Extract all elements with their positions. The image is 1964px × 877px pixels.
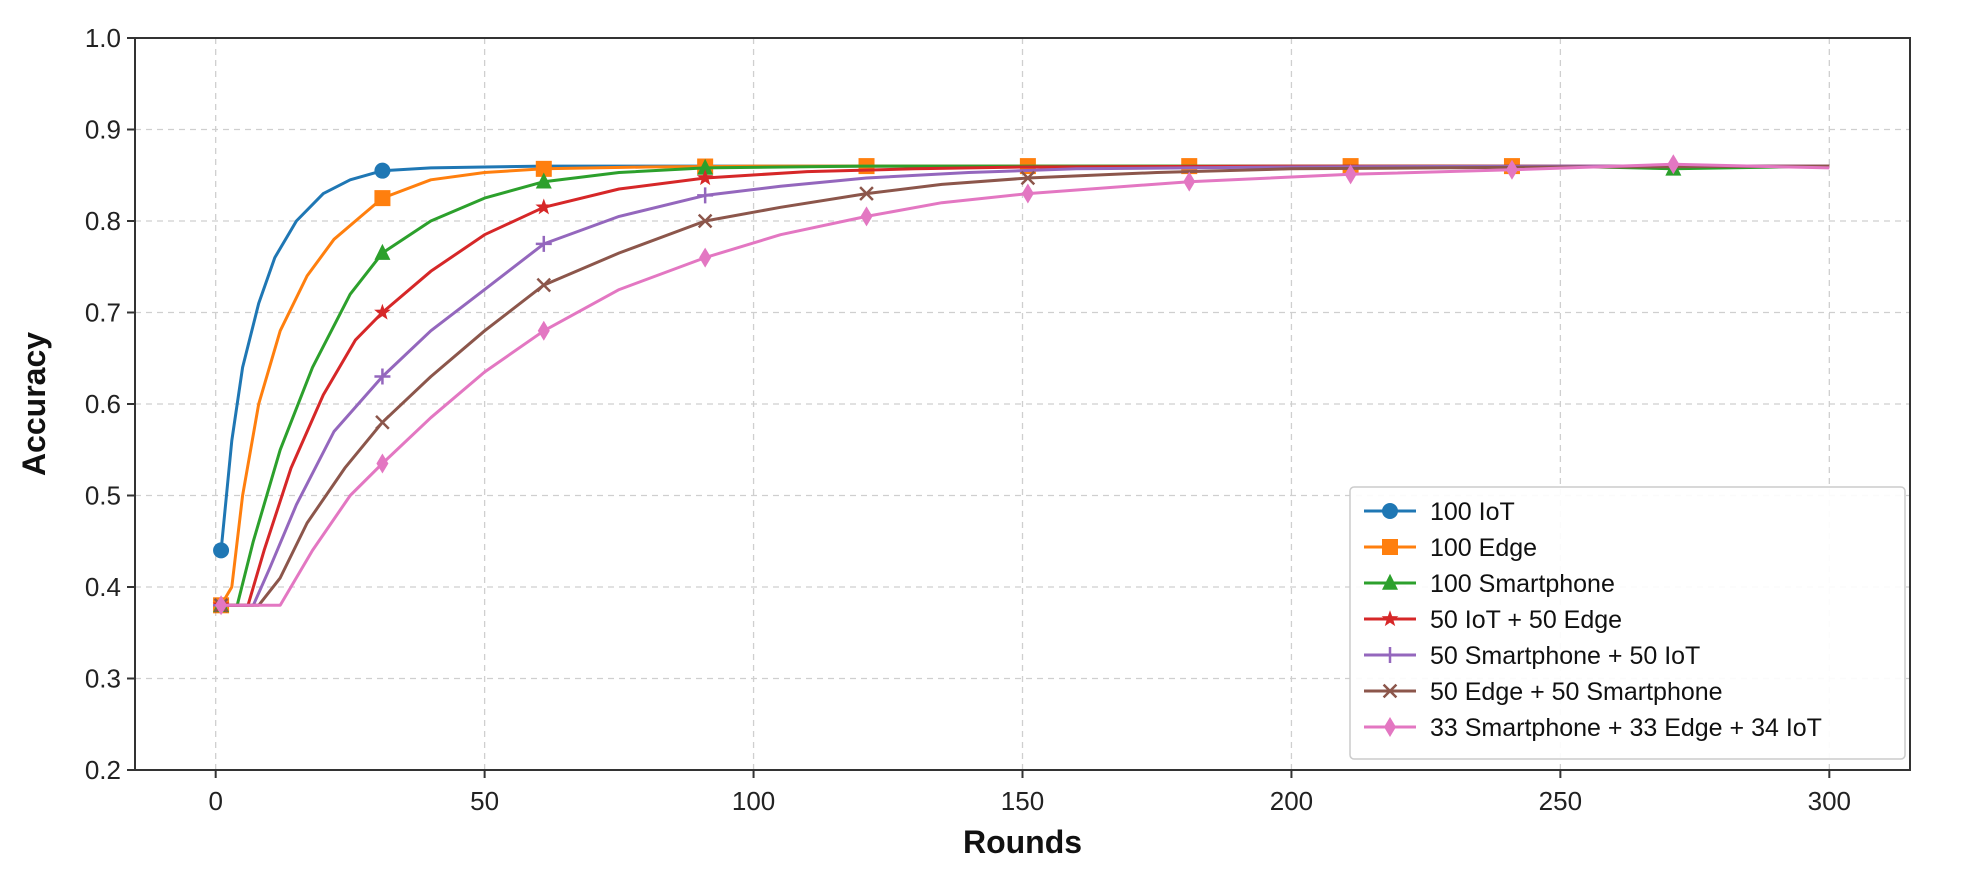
legend-item: 100 IoT [1364, 498, 1515, 526]
series-marker [697, 158, 714, 175]
series-marker [699, 247, 712, 268]
series-line [221, 162, 1830, 607]
series-marker [535, 160, 552, 177]
series-marker [1020, 170, 1036, 186]
legend-frame [1349, 486, 1906, 760]
y-axis-title: Accuracy [16, 332, 52, 476]
series-6 [213, 164, 1830, 613]
legend-item: 50 Edge + 50 Smartphone [1364, 678, 1723, 706]
legend-swatch-marker [1382, 647, 1398, 663]
x-tick-label: 0 [208, 786, 222, 816]
series-marker [375, 415, 390, 430]
legend-swatch-marker [1384, 717, 1396, 737]
legend-item: 33 Smartphone + 33 Edge + 34 IoT [1364, 714, 1822, 742]
y-tick-label: 0.6 [85, 389, 121, 419]
legend-swatch-marker [1382, 539, 1398, 555]
series-marker [697, 187, 714, 204]
x-tick-label: 100 [732, 786, 775, 816]
legend-label: 50 Edge + 50 Smartphone [1430, 678, 1723, 706]
y-tick-label: 0.4 [85, 572, 121, 602]
series-marker [535, 198, 553, 215]
series-marker [1021, 183, 1034, 204]
legend-item: 50 IoT + 50 Edge [1364, 606, 1622, 634]
series-marker [535, 172, 552, 189]
legend-swatch-marker [1381, 610, 1399, 627]
series-line [221, 164, 1830, 607]
legend-label: 100 Smartphone [1430, 570, 1615, 598]
y-tick-label: 0.2 [85, 755, 121, 785]
series-marker [374, 190, 391, 207]
y-tick-label: 1.0 [85, 23, 121, 53]
series-marker [535, 235, 552, 252]
series-marker [374, 368, 391, 385]
y-tick-label: 0.7 [85, 298, 121, 328]
series-layer [212, 154, 1830, 616]
legend: 100 IoT 100 Edge 100 Smartphone 50 IoT + 50… [1349, 486, 1906, 760]
series-marker [215, 595, 228, 616]
legend-label: 100 Edge [1430, 534, 1537, 562]
series-line [221, 164, 1830, 607]
legend-item: 100 Edge [1364, 534, 1537, 562]
x-tick-label: 150 [1001, 786, 1044, 816]
series-marker [537, 320, 550, 341]
series-marker [374, 303, 391, 320]
series-marker [696, 169, 714, 186]
legend-swatch-marker [1382, 683, 1398, 699]
series-line [221, 164, 1830, 607]
legend-label: 33 Smartphone + 33 Edge + 34 IoT [1430, 714, 1822, 742]
series-marker [1667, 154, 1680, 175]
legend-swatch-marker [1382, 503, 1398, 519]
y-tick-label: 0.8 [85, 206, 121, 236]
legend-item: 50 Smartphone + 50 IoT [1364, 642, 1700, 670]
legend-label: 50 Smartphone + 50 IoT [1430, 642, 1700, 670]
series-marker [376, 453, 389, 474]
series-marker [1183, 171, 1196, 192]
legend-label: 50 IoT + 50 Edge [1430, 606, 1622, 634]
x-tick-label: 300 [1808, 786, 1851, 816]
y-tick-label: 0.3 [85, 664, 121, 694]
axis-ticks: 0 50 100 150 200 250 300 0.2 0.3 0.4 0.5 0.6 0.7 0.8 0… [85, 23, 1851, 816]
x-tick-label: 50 [470, 786, 499, 816]
series-marker [1344, 164, 1357, 185]
series-marker [213, 542, 230, 559]
series-marker [374, 243, 391, 260]
series-marker [1505, 159, 1518, 180]
series-7 [215, 154, 1830, 616]
series-marker [536, 277, 552, 293]
series-marker [697, 213, 713, 229]
legend-label: 100 IoT [1430, 498, 1515, 526]
y-tick-label: 0.5 [85, 481, 121, 511]
x-tick-label: 200 [1270, 786, 1313, 816]
series-marker [374, 162, 391, 179]
legend-swatch-marker [1382, 573, 1398, 590]
x-tick-label: 250 [1539, 786, 1582, 816]
legend-item: 100 Smartphone [1364, 570, 1615, 598]
series-marker [859, 186, 874, 201]
x-axis-title: Rounds [963, 824, 1082, 860]
series-marker [860, 206, 873, 227]
y-tick-label: 0.9 [85, 115, 121, 145]
